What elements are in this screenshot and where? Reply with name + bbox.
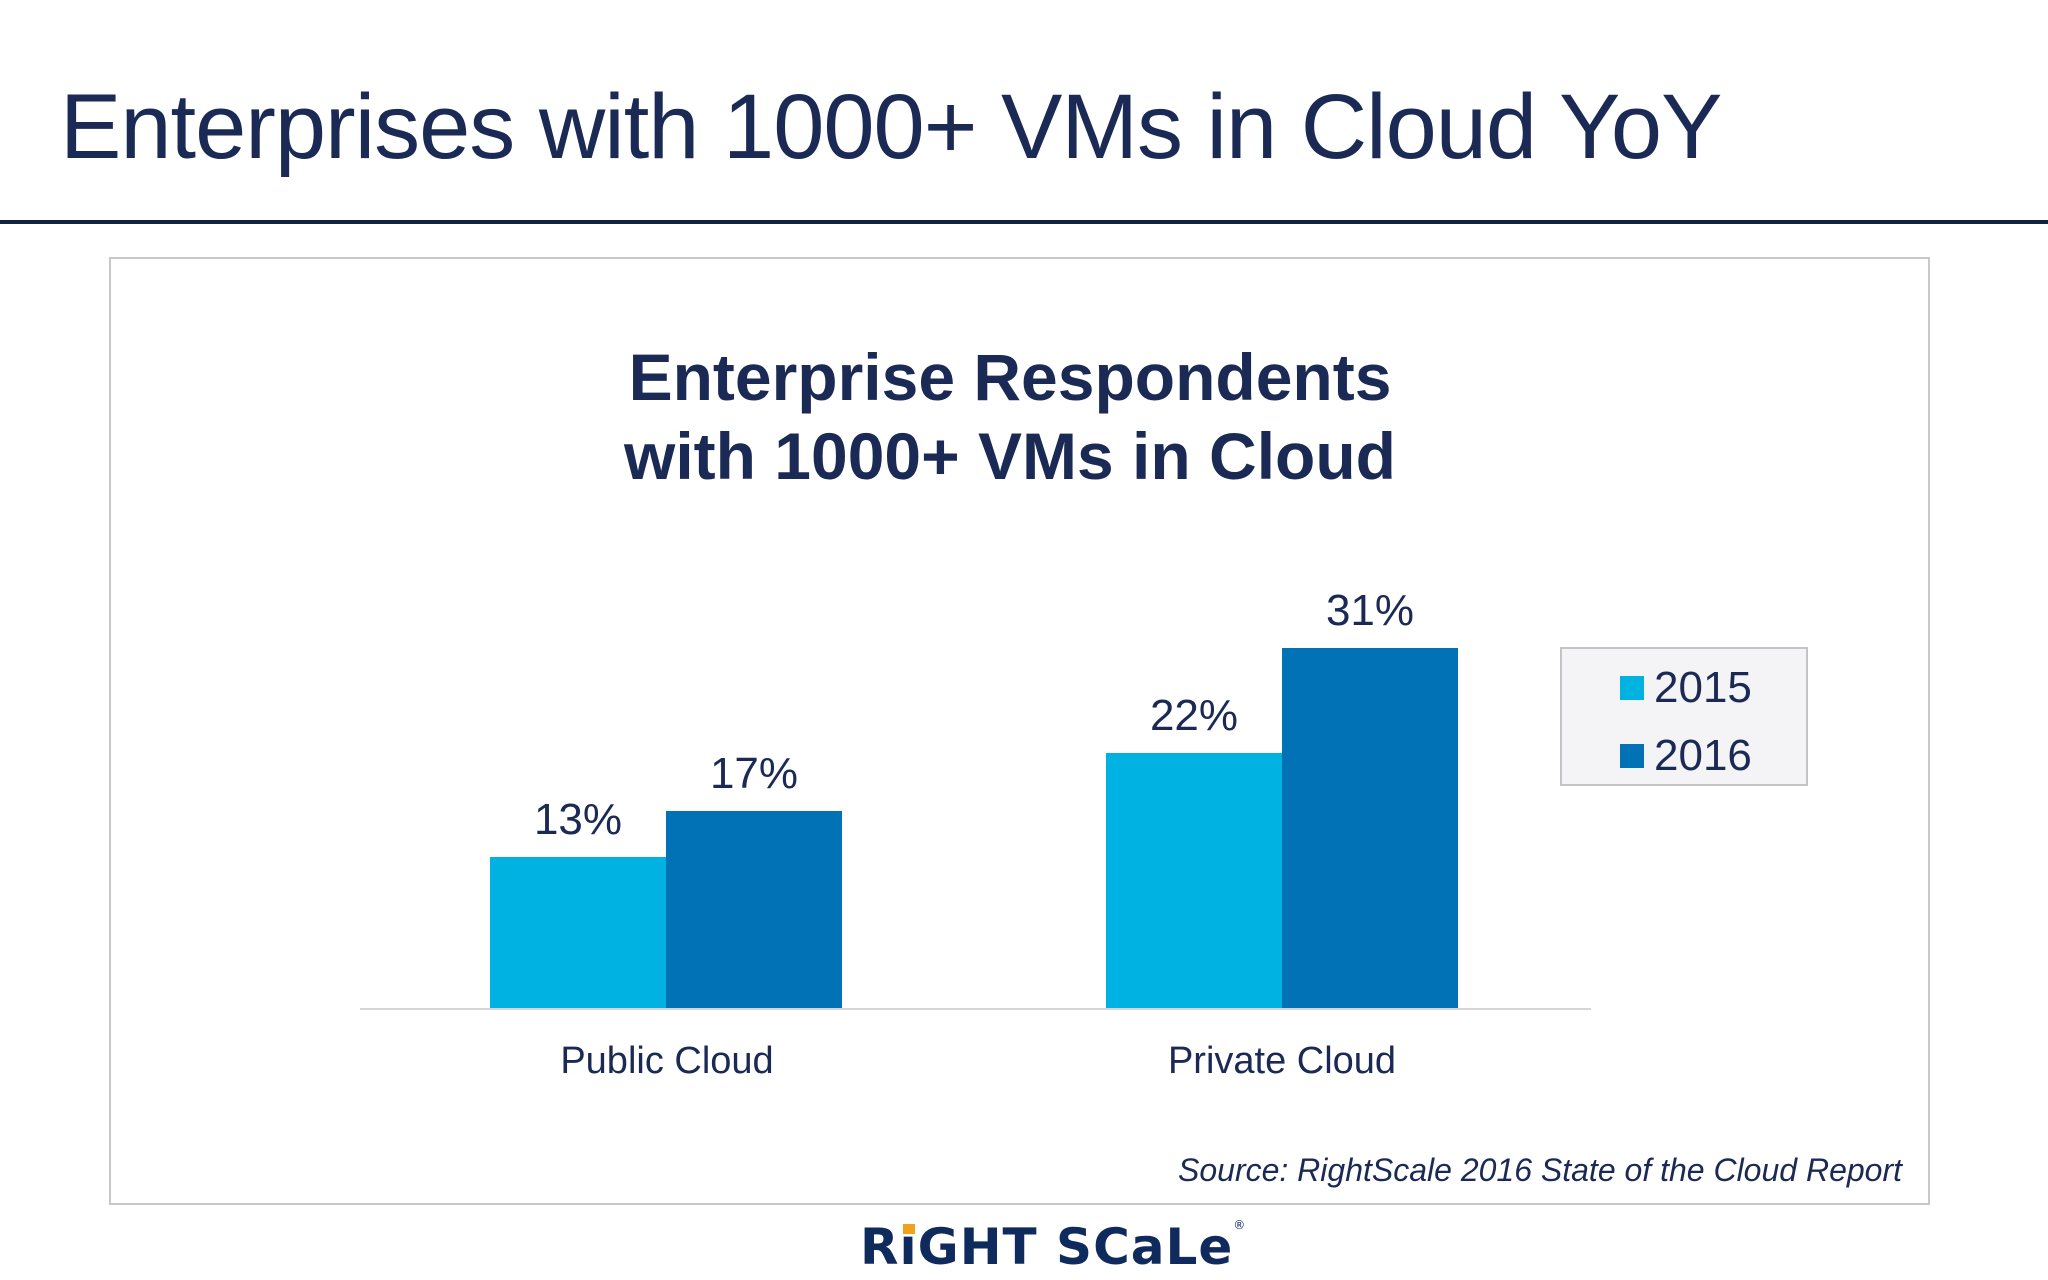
data-label-public-cloud-2015: 13% [533,795,623,845]
bar-public-cloud-2015 [490,857,666,1008]
legend-label-2016: 2016 [1654,731,1752,780]
data-label-private-cloud-2016: 31% [1325,586,1415,636]
legend-item-2015: 2015 [1620,663,1752,713]
logo-text-i: i [899,1218,918,1276]
title-divider [0,220,2048,224]
legend-item-2016: 2016 [1620,731,1752,781]
data-label-private-cloud-2015: 22% [1149,690,1239,740]
rightscale-logo: RiGHT SCaLe® [860,1218,1246,1276]
legend-swatch-2015 [1620,676,1644,700]
x-axis-baseline [360,1008,1591,1010]
logo-text-rest: GHT SCaLe [917,1218,1234,1276]
chart-title-line-2: with 1000+ VMs in Cloud [624,419,1396,493]
source-note: Source: RightScale 2016 State of the Clo… [1178,1152,1902,1188]
bar-private-cloud-2015 [1106,752,1282,1008]
bar-public-cloud-2016 [666,810,842,1008]
category-label-public-cloud: Public Cloud [560,1040,774,1082]
category-label-private-cloud: Private Cloud [1167,1040,1397,1082]
registered-mark: ® [1233,1218,1247,1232]
logo-text-r: R [860,1218,900,1276]
legend-label-2015: 2015 [1654,663,1752,712]
chart-title: Enterprise Respondents with 1000+ VMs in… [0,338,2020,496]
bar-private-cloud-2016 [1282,648,1458,1008]
chart-title-line-1: Enterprise Respondents [628,340,1392,414]
legend: 2015 2016 [1560,647,1808,786]
data-label-public-cloud-2016: 17% [709,748,799,798]
legend-swatch-2016 [1620,744,1644,768]
page-title: Enterprises with 1000+ VMs in Cloud YoY [60,76,1722,178]
